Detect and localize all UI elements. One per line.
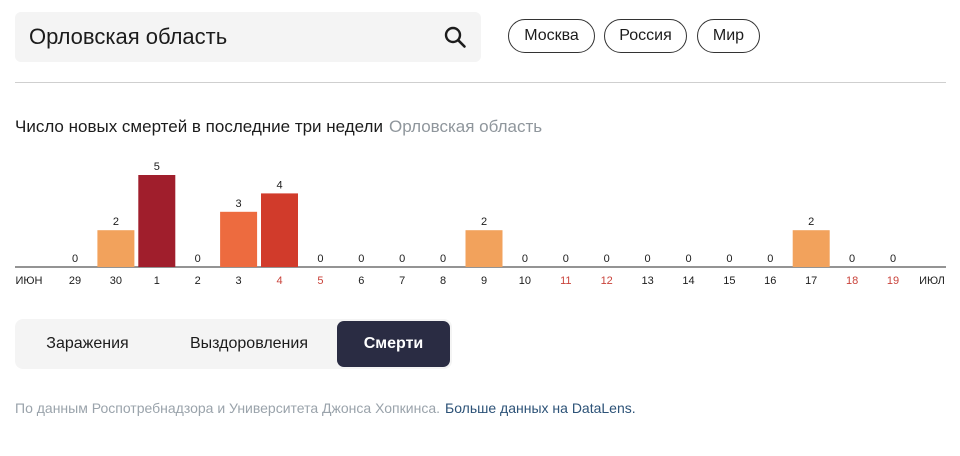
value-label-17: 2 [808,216,814,228]
bar-3 [220,211,258,267]
value-label-16: 0 [767,253,773,265]
value-label-5: 0 [317,253,323,265]
tick-label-19: 19 [887,275,899,287]
chip-russia[interactable]: Россия [604,19,687,53]
tick-label-12: 12 [601,275,613,287]
tick-label-11: 11 [560,275,571,287]
tick-label-10: 10 [519,275,531,287]
tick-label-2: 2 [195,275,201,287]
value-label-15: 0 [726,253,732,265]
chart-title: Число новых смертей в последние три неде… [15,117,542,137]
value-label-11: 0 [563,253,569,265]
tab-deaths[interactable]: Смерти [337,321,450,367]
chip-moscow[interactable]: Москва [508,19,595,53]
value-label-2: 0 [195,253,201,265]
chart-title-text: Число новых смертей в последние три неде… [15,117,383,136]
value-label-10: 0 [522,253,528,265]
tick-label-18: 18 [846,275,858,287]
bar-4 [261,193,298,267]
value-label-19: 0 [890,253,896,265]
chip-world[interactable]: Мир [697,19,760,53]
tick-label-4: 4 [276,275,282,287]
tick-label-29: 29 [69,275,81,287]
axis-start-label: ИЮН [16,275,43,287]
value-label-3: 3 [236,198,242,210]
search-icon[interactable] [443,25,467,49]
bar-17 [792,230,830,267]
tick-label-16: 16 [764,275,776,287]
value-label-1: 5 [154,161,160,173]
value-label-9: 2 [481,216,487,228]
value-label-29: 0 [72,253,78,265]
value-label-7: 0 [399,253,405,265]
value-label-13: 0 [645,253,651,265]
value-label-12: 0 [604,253,610,265]
tick-label-3: 3 [236,275,242,287]
value-label-14: 0 [685,253,691,265]
tab-infections[interactable]: Заражения [46,335,129,352]
value-label-18: 0 [849,253,855,265]
tick-label-15: 15 [723,275,735,287]
tick-label-7: 7 [399,275,405,287]
tab-recoveries[interactable]: Выздоровления [190,335,308,352]
chart-region: Орловская область [388,117,543,136]
footer: По данным Роспотребнадзора и Университет… [15,400,636,416]
bar-9 [465,230,503,267]
value-label-8: 0 [440,253,446,265]
tick-label-14: 14 [682,275,694,287]
search-box[interactable]: Орловская область [15,12,481,62]
value-label-6: 0 [358,253,364,265]
value-label-30: 2 [113,216,119,228]
tick-label-5: 5 [317,275,323,287]
tick-label-6: 6 [358,275,364,287]
axis-end-label: ИЮЛ [919,275,945,287]
deaths-bar-chart: ИЮН ИЮЛ0292305102334405060708290100110120… [15,161,946,287]
metric-tabs: Заражения Выздоровления Смерти [15,319,452,369]
tick-label-9: 9 [481,275,487,287]
value-label-4: 4 [276,179,282,191]
datalens-link[interactable]: Больше данных на DataLens. [445,400,636,416]
tick-label-17: 17 [805,275,817,287]
divider [15,82,946,83]
search-input[interactable]: Орловская область [29,24,228,49]
bar-1 [138,175,176,267]
tick-label-8: 8 [440,275,446,287]
tick-label-13: 13 [641,275,653,287]
source-note: По данным Роспотребнадзора и Университет… [15,400,440,416]
tick-label-1: 1 [154,275,160,287]
tick-label-30: 30 [110,275,122,287]
bar-30 [97,230,135,267]
